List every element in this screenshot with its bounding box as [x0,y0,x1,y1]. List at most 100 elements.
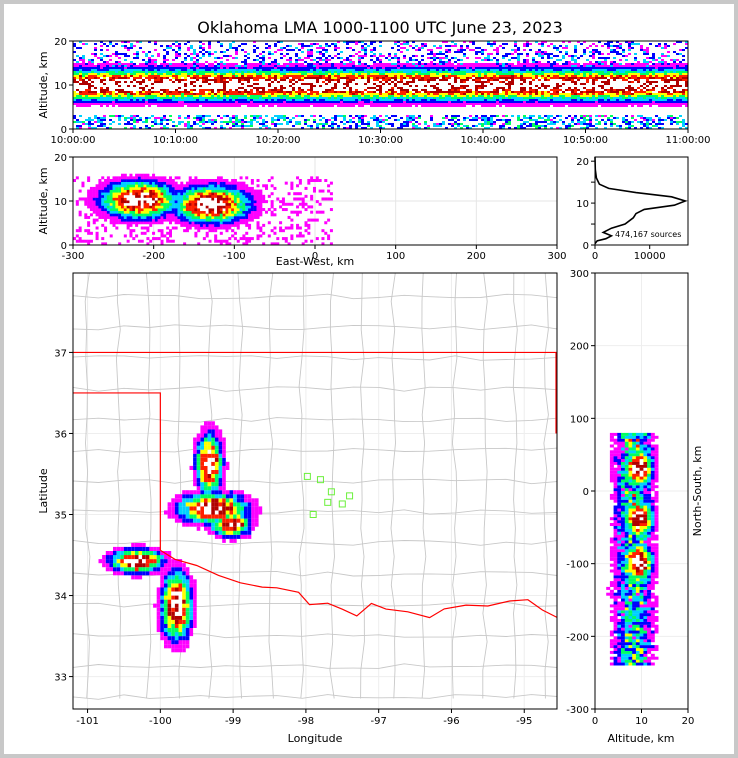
density-cell [85,63,88,65]
density-cell [142,69,145,71]
density-cell [433,71,436,73]
density-cell [373,69,376,71]
density-cell [349,41,352,43]
density-cell [265,127,268,129]
density-cell [238,91,241,93]
density-cell [550,63,553,65]
density-cell [304,93,307,95]
density-cell [442,95,445,97]
density-cell [460,65,463,67]
density-cell [484,63,487,65]
density-cell [295,95,298,97]
density-cell [94,49,97,51]
density-cell [346,99,349,101]
density-cell [415,93,418,95]
density-cell [478,93,481,95]
density-cell [502,67,505,69]
density-cell [250,121,253,123]
density-cell [316,101,319,103]
density-cell [259,71,262,73]
density-cell [157,69,160,71]
density-cell [586,91,589,93]
density-cell [586,99,589,101]
density-cell [325,69,328,71]
density-cell [397,57,400,59]
density-cell [112,63,115,65]
density-cell [235,91,238,93]
density-cell [535,61,538,63]
density-cell [79,105,82,107]
density-cell [229,105,232,107]
density-cell [76,73,79,75]
density-cell [154,83,157,85]
density-cell [304,79,307,81]
density-cell [421,91,424,93]
density-cell [337,63,340,65]
density-cell [319,97,322,99]
density-cell [484,89,487,91]
density-cell [85,105,88,107]
density-cell [295,63,298,65]
density-cell [307,93,310,95]
density-cell [130,89,133,91]
density-cell [301,73,304,75]
density-cell [166,59,169,61]
density-cell [412,77,415,79]
density-cell [148,77,151,79]
density-cell [427,105,430,107]
density-cell [289,61,292,63]
density-cell [376,93,379,95]
density-cell [265,125,268,127]
density-cell [274,123,277,125]
density-cell [259,69,262,71]
density-cell [523,103,526,105]
density-cell [193,63,196,65]
density-cell [493,85,496,87]
density-cell [370,93,373,95]
density-cell [178,53,181,55]
density-cell [535,91,538,93]
density-cell [391,95,394,97]
density-cell [193,123,196,125]
density-cell [133,57,136,59]
density-cell [196,61,199,63]
density-cell [472,89,475,91]
density-cell [568,103,571,105]
density-cell [115,53,118,55]
density-cell [280,53,283,55]
density-cell [226,83,229,85]
density-cell [439,73,442,75]
density-cell [412,47,415,49]
density-cell [328,105,331,107]
density-cell [364,79,367,81]
density-cell [298,89,301,91]
density-cell [223,51,226,53]
density-cell [247,65,250,67]
density-cell [106,89,109,91]
density-cell [85,97,88,99]
density-cell [406,99,409,101]
density-cell [268,87,271,89]
density-cell [277,105,280,107]
density-cell [349,83,352,85]
density-cell [265,121,268,123]
density-cell [547,75,550,77]
density-cell [499,71,502,73]
density-cell [553,121,556,123]
density-cell [151,71,154,73]
density-cell [172,95,175,97]
density-cell [253,77,256,79]
density-cell [73,97,76,99]
density-cell [490,63,493,65]
density-cell [442,61,445,63]
density-cell [226,105,229,107]
density-cell [469,119,472,121]
density-cell [508,121,511,123]
density-cell [397,97,400,99]
density-cell [586,103,589,105]
density-cell [271,69,274,71]
density-cell [418,89,421,91]
density-cell [118,81,121,83]
density-cell [349,79,352,81]
density-cell [100,87,103,89]
